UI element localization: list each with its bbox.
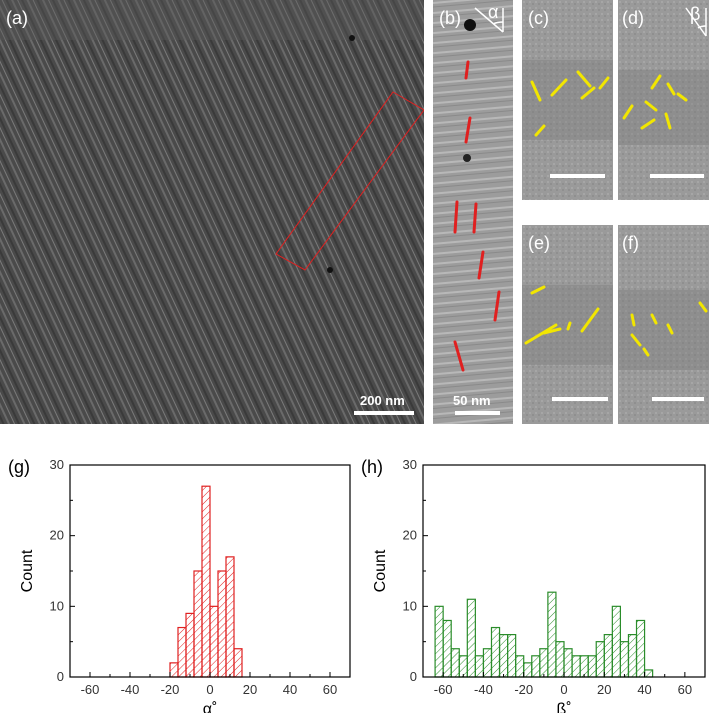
histogram-bar (587, 655, 597, 678)
micrograph-f-image (618, 225, 709, 424)
panel-label-c: (c) (528, 8, 549, 28)
beta-symbol: β (690, 4, 701, 24)
histogram-bar (442, 619, 452, 678)
y-tick-label: 0 (57, 669, 64, 684)
histogram-bar (498, 634, 509, 678)
histogram-bar (515, 655, 525, 678)
histogram-bar (217, 570, 227, 678)
histogram-bar (603, 634, 613, 678)
histogram-bar (466, 598, 476, 678)
selection-box (275, 91, 424, 271)
alpha-angle-icon (474, 7, 504, 33)
scale-text-a: 200 nm (360, 393, 405, 408)
histogram-bar (169, 662, 179, 678)
y-tick-label: 10 (50, 598, 64, 613)
x-tick-label: -20 (161, 682, 180, 697)
x-tick-label: 60 (678, 682, 692, 697)
y-tick-label: 30 (403, 457, 417, 472)
micrograph-a: (a) 200 nm (0, 0, 424, 424)
x-axis-label: α˚ (203, 701, 218, 713)
scalebar-a (354, 411, 414, 415)
panel-label-d: (d) (622, 8, 644, 28)
histogram-bar (474, 655, 485, 678)
histogram-bar (523, 662, 533, 678)
histogram-bar (201, 485, 211, 678)
micrograph-d: (d) β (618, 0, 709, 200)
y-tick-label: 20 (50, 528, 64, 543)
x-tick-label: -20 (514, 682, 533, 697)
panel-label-a: (a) (6, 8, 28, 28)
histogram-bar (539, 648, 549, 678)
x-axis-label: ß˚ (556, 701, 571, 713)
panel-label-e: (e) (528, 233, 550, 253)
histogram-bar (619, 641, 630, 678)
histogram-bar (595, 641, 605, 678)
x-tick-label: -40 (121, 682, 140, 697)
histogram-bar (611, 605, 622, 678)
histogram-bar (643, 669, 654, 678)
panel-label-f: (f) (622, 233, 639, 253)
micrograph-b-image (433, 0, 513, 424)
scalebar-e (552, 397, 608, 401)
histogram-bar (225, 556, 235, 678)
scalebar-f (652, 397, 704, 401)
histogram-bar (627, 634, 638, 678)
histogram-bar (531, 655, 541, 678)
x-tick-label: -60 (81, 682, 100, 697)
panel-label: (g) (8, 457, 30, 477)
histogram-alpha: (g) -60 -40 -20 0 20 40 60 0 10 20 30 α˚ Count (8, 457, 351, 713)
histogram-beta: (h) -60 -40 -20 0 20 40 60 0 10 20 30 ß˚ Count (361, 457, 706, 713)
scalebar-b (455, 411, 500, 415)
y-axis-label: Count (372, 549, 389, 592)
histogram-bar (571, 655, 581, 678)
micrograph-c-image (522, 0, 613, 200)
micrograph-b: (b) α 50 nm (433, 0, 513, 424)
histogram-bar (450, 648, 460, 678)
histogram-bar (579, 655, 589, 678)
histogram-bar (193, 570, 203, 678)
y-tick-label: 30 (50, 457, 64, 472)
histogram-bar (434, 605, 444, 678)
x-tick-label: 60 (323, 682, 337, 697)
histogram-bar (458, 655, 468, 678)
panel-label-b: (b) (439, 8, 461, 28)
scale-text-b: 50 nm (453, 393, 491, 408)
y-tick-label: 10 (403, 598, 417, 613)
histogram-bar (482, 648, 493, 678)
y-axis-label: Count (19, 549, 36, 592)
scalebar-c (550, 174, 605, 178)
micrograph-f: (f) (618, 225, 709, 424)
micrograph-c: (c) (522, 0, 613, 200)
x-tick-label: 0 (560, 682, 567, 697)
histogram-bar (555, 641, 565, 678)
scalebar-d (650, 174, 704, 178)
histogram-bar (507, 634, 517, 678)
x-tick-label: 40 (637, 682, 651, 697)
x-tick-label: -40 (474, 682, 493, 697)
micrograph-e: (e) (522, 225, 613, 424)
histogram-bar (635, 619, 646, 678)
micrograph-a-image (0, 0, 424, 424)
x-tick-label: 20 (243, 682, 257, 697)
y-tick-label: 20 (403, 528, 417, 543)
histogram-bar (547, 591, 557, 678)
x-tick-label: 20 (597, 682, 611, 697)
beta-angle-icon (685, 7, 707, 37)
histogram-bar (177, 626, 187, 678)
histogram-bar (233, 648, 243, 678)
x-tick-label: 40 (283, 682, 297, 697)
micrograph-e-image (522, 225, 613, 424)
histogram-bar (490, 626, 501, 678)
histogram-bar (563, 648, 573, 678)
y-tick-label: 0 (410, 669, 417, 684)
x-tick-label: 0 (206, 682, 213, 697)
micrograph-d-image (618, 0, 709, 200)
alpha-symbol: α (488, 2, 499, 22)
histogram-bar (209, 605, 219, 678)
panel-label: (h) (361, 457, 383, 477)
histogram-bar (185, 612, 195, 678)
x-tick-label: -60 (434, 682, 453, 697)
